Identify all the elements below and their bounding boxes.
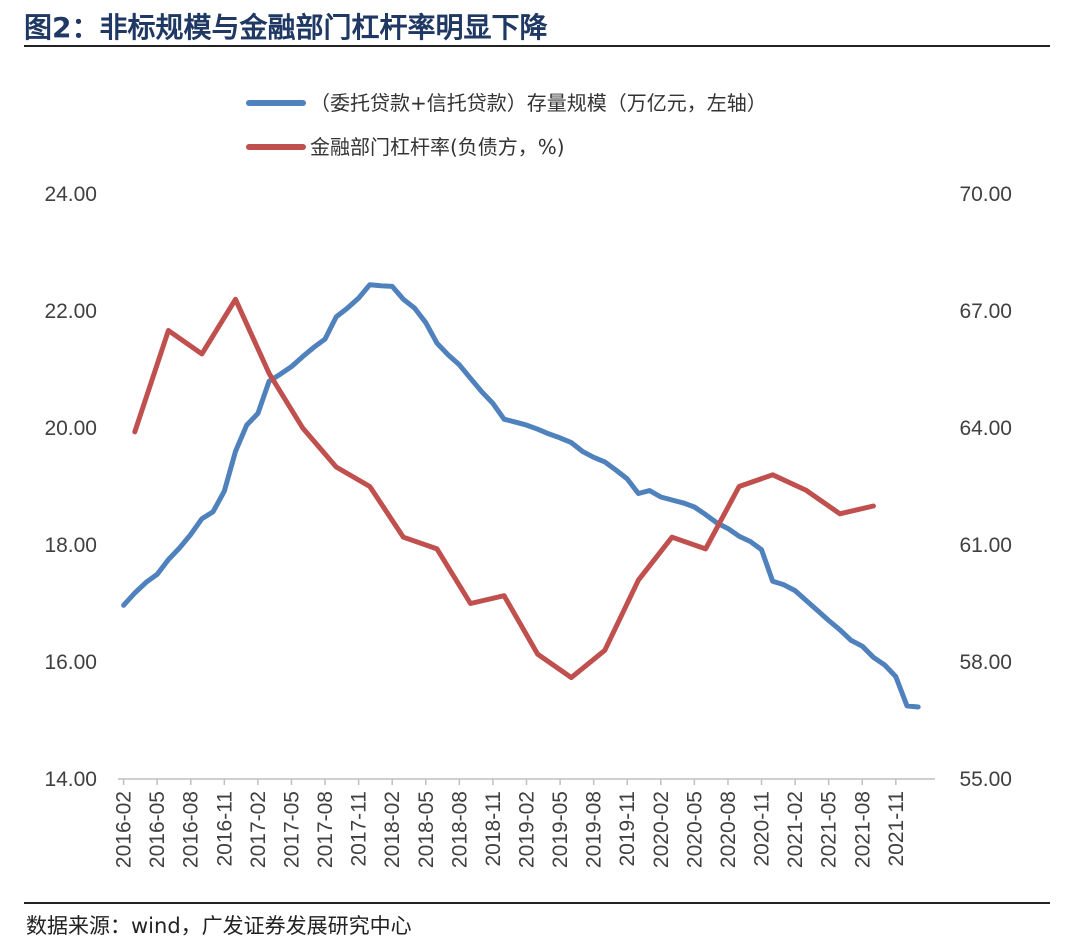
series-line-right-axis [132,296,876,681]
x-tick-label: 2018-11 [482,791,505,867]
y-left-tick-label: 14.00 [44,768,97,791]
legend-label-right-series: 金融部门杠杆率(负债方，%) [310,135,565,159]
series-line-left-axis [121,282,921,710]
x-tick-label: 2021-11 [885,791,908,867]
y-left-tick-label: 20.00 [44,417,97,440]
y-right-tick-label: 55.00 [959,768,1012,791]
data-source-note: 数据来源：wind，广发证券发展研究中心 [26,914,412,938]
x-tick-label: 2018-08 [448,791,471,868]
y-right-tick-label: 70.00 [959,183,1012,206]
x-tick-label: 2019-02 [516,791,539,868]
header-divider [24,45,1050,47]
y-right-tick-label: 64.00 [959,417,1012,440]
x-tick-label: 2019-11 [616,791,639,867]
x-tick-label: 2020-02 [650,791,673,868]
x-tick-label: 2017-11 [348,791,371,867]
y-left-tick-label: 22.00 [44,300,97,323]
x-tick-label: 2020-05 [683,791,706,868]
x-tick-label: 2019-05 [549,791,572,868]
x-tick-label: 2016-02 [113,791,136,868]
y-right-tick-label: 67.00 [959,300,1012,323]
x-tick-label: 2020-11 [751,791,774,867]
footer-divider [24,902,1050,904]
x-tick-label: 2019-08 [583,791,606,868]
series-layer [121,282,921,710]
x-tick-label: 2021-05 [818,791,841,868]
x-tick-label: 2016-05 [146,791,169,868]
x-tick-label: 2018-05 [415,791,438,868]
y-right-tick-label: 58.00 [959,651,1012,674]
x-tick-label: 2016-08 [180,791,203,868]
x-tick-label: 2021-08 [851,791,874,868]
legend-label-left-series: （委托贷款+信托贷款）存量规模（万亿元，左轴） [310,91,767,115]
x-tick-label: 2020-08 [717,791,740,868]
axes: 14.00 16.00 18.00 20.00 22.00 24.00 55.00 58.00… [44,183,1012,868]
x-tick-label: 2018-02 [381,791,404,868]
x-tick-label: 2017-08 [314,791,337,868]
x-tick-label: 2021-02 [784,791,807,868]
x-tick-label: 2016-11 [213,791,236,867]
y-right-tick-label: 61.00 [959,534,1012,557]
x-tick-label: 2017-02 [247,791,270,868]
y-left-tick-label: 24.00 [44,183,97,206]
legend: （委托贷款+信托贷款）存量规模（万亿元，左轴） 金融部门杠杆率(负债方，%) [246,91,767,159]
x-tick-label: 2017-05 [280,791,303,868]
page-title: 图2：非标规模与金融部门杠杆率明显下降 [24,11,548,44]
y-left-tick-label: 16.00 [44,651,97,674]
y-left-tick-label: 18.00 [44,534,97,557]
